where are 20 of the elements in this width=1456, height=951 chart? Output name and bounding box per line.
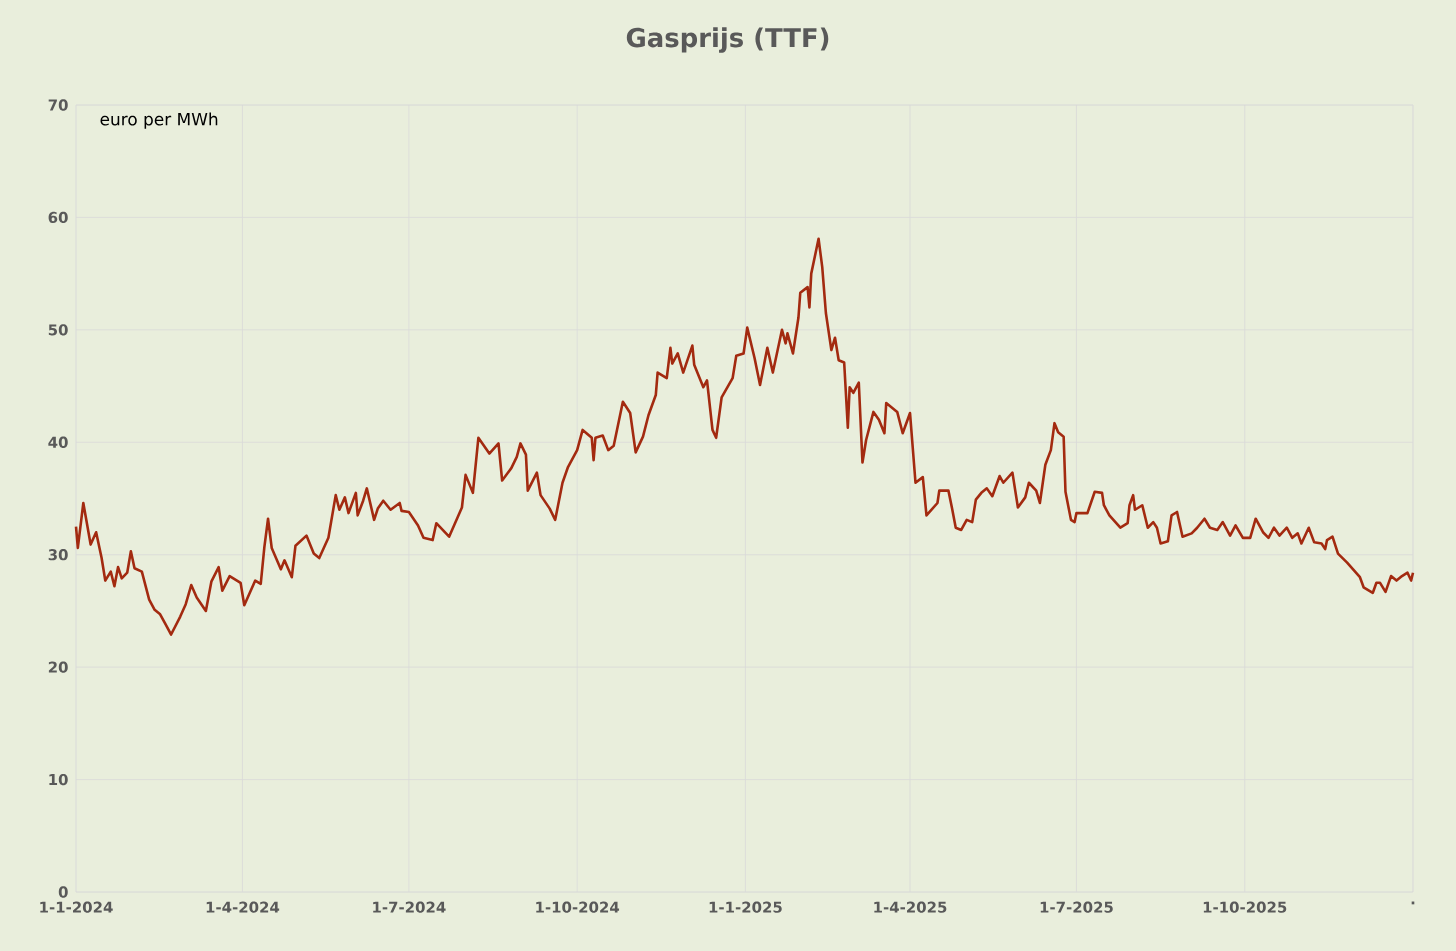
- y-tick-label: 70: [48, 99, 68, 111]
- x-tick-label: 1-1-2024: [40, 901, 113, 913]
- x-tick-label: 1-4-2025: [874, 901, 947, 913]
- y-tick-label: 40: [48, 436, 68, 448]
- chart-title: Gasprijs (TTF): [626, 27, 829, 53]
- x-tick-label: 1-10-2024: [536, 901, 620, 913]
- y-axis-title: euro per MWh: [100, 112, 218, 129]
- y-tick-label: 20: [48, 661, 68, 673]
- y-tick-label: 50: [48, 324, 68, 336]
- line-series: [74, 237, 1415, 636]
- x-tick-label: 1-7-2024: [373, 901, 446, 913]
- x-tick-label: 1-4-2024: [206, 901, 280, 913]
- x-tick-label: .: [1411, 901, 1415, 905]
- x-tick-label: 1-7-2025: [1040, 901, 1113, 913]
- y-tick-label: 30: [48, 549, 68, 561]
- y-tick-label: 60: [48, 211, 68, 224]
- x-tick-label: 1-10-2025: [1203, 901, 1287, 913]
- y-tick-label: 10: [49, 773, 68, 786]
- y-tick-label: 0: [58, 886, 68, 898]
- x-tick-label: 1-1-2025: [709, 901, 782, 913]
